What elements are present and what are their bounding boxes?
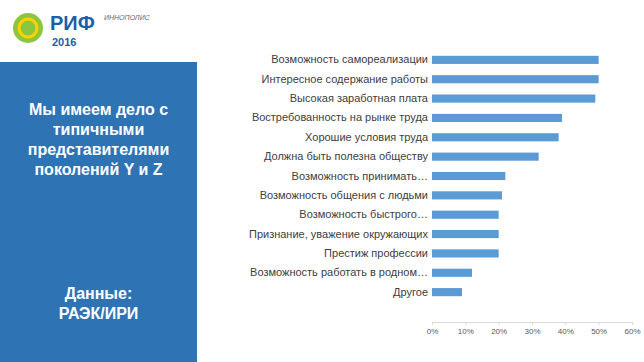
y-tick: Возможность общения с людьми — [260, 189, 432, 201]
y-tick: Должна быть полезна обществу — [264, 150, 432, 162]
bar — [432, 75, 599, 83]
bar — [432, 230, 499, 238]
category-label: Хорошие условия труда — [305, 131, 429, 143]
x-tick: 20% — [491, 322, 507, 336]
x-axis: 0% 10% 20% 30% 40% 50% 60% — [427, 322, 641, 336]
bar — [432, 114, 562, 122]
bar — [432, 153, 539, 161]
logo-year: 2016 — [52, 36, 76, 48]
x-tick-label: 30% — [524, 327, 540, 336]
logo: РИФ 2016 ИННОПОЛИС — [13, 12, 151, 48]
x-tick-line — [599, 322, 600, 325]
y-tick: Другое — [393, 286, 432, 298]
bar — [432, 191, 502, 199]
logo-icon — [13, 13, 43, 43]
category-label: Возможность принимать… — [292, 170, 428, 182]
y-tick: Признание, уважение окружающих — [249, 228, 432, 240]
x-tick-line — [532, 322, 533, 325]
bar — [432, 249, 499, 257]
category-label: Востребованность на рынке труда — [252, 111, 429, 123]
source-label: Данные: — [8, 284, 189, 304]
y-tick: Высокая заработная плата — [290, 92, 432, 104]
x-tick-line — [432, 322, 433, 325]
bar — [432, 172, 505, 180]
x-tick-label: 50% — [591, 327, 607, 336]
source: РАЭК/ИРИ — [8, 304, 189, 324]
logo-name: РИФ — [50, 12, 95, 34]
bar — [432, 211, 499, 219]
y-tick: Востребованность на рынке труда — [252, 111, 432, 123]
category-label: Возможность работать в родном… — [250, 266, 428, 278]
bar — [432, 56, 599, 64]
category-label: Возможность общения с людьми — [260, 189, 428, 201]
x-tick: 60% — [624, 322, 640, 336]
x-tick-line — [465, 322, 466, 325]
x-tick-label: 60% — [624, 327, 640, 336]
bar — [432, 269, 472, 277]
y-tick: Хорошие условия труда — [305, 131, 432, 143]
heading: Мы имеем дело с типичными представителям… — [8, 100, 189, 180]
x-tick-label: 20% — [491, 327, 507, 336]
x-tick-label: 10% — [458, 327, 474, 336]
bar — [432, 133, 559, 141]
y-tick: Престиж профессии — [324, 247, 432, 259]
category-label: Должна быть полезна обществу — [264, 150, 429, 162]
logo-place: ИННОПОЛИС — [104, 14, 151, 21]
y-tick: Интересное содержание работы — [262, 73, 433, 85]
x-tick: 40% — [558, 322, 574, 336]
y-tick: Возможность быстрого… — [299, 208, 432, 220]
category-label: Возможность самореализации — [271, 53, 428, 65]
y-tick: Возможность работать в родном… — [250, 266, 432, 278]
y-tick: Возможность самореализации — [271, 53, 432, 65]
x-tick: 50% — [591, 322, 607, 336]
x-tick-line — [565, 322, 566, 325]
chart-svg: РИФ 2016 ИННОПОЛИС Возможность самореализац… — [0, 0, 644, 362]
category-label: Интересное содержание работы — [262, 73, 429, 85]
bar — [432, 95, 595, 103]
logo-icon-ring — [19, 19, 37, 37]
x-tick: 30% — [524, 322, 540, 336]
x-tick: 0% — [427, 322, 439, 336]
x-tick-line — [499, 322, 500, 325]
x-tick-label: 0% — [427, 327, 439, 336]
y-axis: Возможность самореализации Интересное сод… — [249, 53, 432, 297]
category-label: Признание, уважение окружающих — [249, 228, 429, 240]
bar — [432, 288, 462, 296]
y-tick: Возможность принимать… — [292, 170, 432, 182]
bars — [432, 56, 599, 296]
x-tick-line — [632, 322, 633, 325]
category-label: Высокая заработная плата — [290, 92, 429, 104]
x-tick-label: 40% — [558, 327, 574, 336]
category-label: Возможность быстрого… — [299, 208, 428, 220]
x-tick: 10% — [458, 322, 474, 336]
category-label: Престиж профессии — [324, 247, 428, 259]
category-label: Другое — [393, 286, 428, 298]
